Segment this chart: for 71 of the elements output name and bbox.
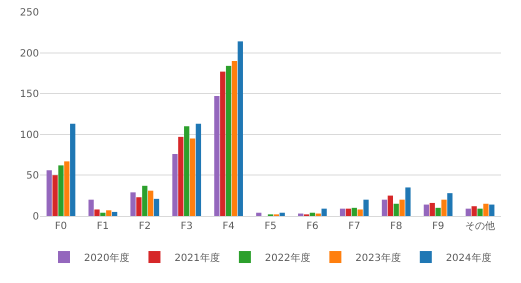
bar <box>232 60 238 216</box>
bar <box>436 208 441 216</box>
bar <box>358 209 363 216</box>
bar <box>382 200 388 216</box>
bar <box>88 200 94 216</box>
x-tick-label: F0 <box>54 221 68 232</box>
bar <box>352 208 357 216</box>
x-tick-label: F7 <box>348 221 360 232</box>
bar <box>280 212 285 216</box>
bar <box>94 209 100 216</box>
legend-label: 2020年度 <box>84 252 130 264</box>
bar <box>142 186 148 216</box>
y-tick-label: 0 <box>32 212 39 222</box>
bar <box>430 202 435 216</box>
bar <box>466 208 471 216</box>
x-tick-label: F1 <box>96 221 109 232</box>
bar <box>214 96 220 216</box>
bar <box>130 192 136 216</box>
bar <box>477 208 483 216</box>
bar <box>172 154 178 216</box>
legend-label: 2024年度 <box>446 252 492 264</box>
y-tick-label: 50 <box>26 170 39 182</box>
bar <box>220 72 226 216</box>
bar <box>424 204 430 216</box>
bar <box>226 66 232 216</box>
bar <box>184 126 190 216</box>
bar <box>489 204 494 216</box>
y-tick-label: 100 <box>20 130 39 141</box>
bar <box>64 161 70 216</box>
x-tick-label: F3 <box>180 221 193 232</box>
y-tick-label: 250 <box>20 8 39 18</box>
bar <box>447 193 453 216</box>
legend-label: 2023年度 <box>355 252 401 264</box>
bar <box>178 136 184 216</box>
bar <box>136 197 142 216</box>
bar <box>256 212 262 216</box>
bar <box>190 138 196 216</box>
bar <box>58 165 64 216</box>
x-tick-label: F8 <box>390 221 402 232</box>
bar <box>405 187 411 216</box>
bar <box>112 212 118 216</box>
bar <box>238 41 243 216</box>
bar <box>399 200 405 216</box>
bar <box>340 208 346 216</box>
bar <box>196 124 202 216</box>
bar <box>346 208 352 216</box>
bar <box>394 204 399 216</box>
bar <box>154 198 160 216</box>
bar <box>100 212 106 216</box>
bar <box>310 212 316 216</box>
x-tick-label: その他 <box>465 220 496 232</box>
legend-label: 2021年度 <box>174 252 220 264</box>
x-tick-label: F4 <box>222 221 235 232</box>
y-tick-label: 150 <box>20 89 39 100</box>
x-tick-label: F5 <box>264 221 277 232</box>
bar <box>472 206 477 216</box>
bar <box>148 190 154 216</box>
y-tick-label: 200 <box>20 48 39 60</box>
bar <box>388 196 393 216</box>
x-tick-label: F9 <box>432 221 444 232</box>
bar <box>70 124 76 216</box>
bar <box>52 175 58 216</box>
bar <box>441 200 447 216</box>
bar <box>483 204 489 216</box>
bar <box>363 200 369 216</box>
x-tick-label: F6 <box>306 221 318 232</box>
bar <box>322 208 327 216</box>
bar <box>46 170 52 216</box>
x-tick-label: F2 <box>138 221 151 232</box>
legend-label: 2022年度 <box>264 252 310 264</box>
bar <box>106 210 112 216</box>
